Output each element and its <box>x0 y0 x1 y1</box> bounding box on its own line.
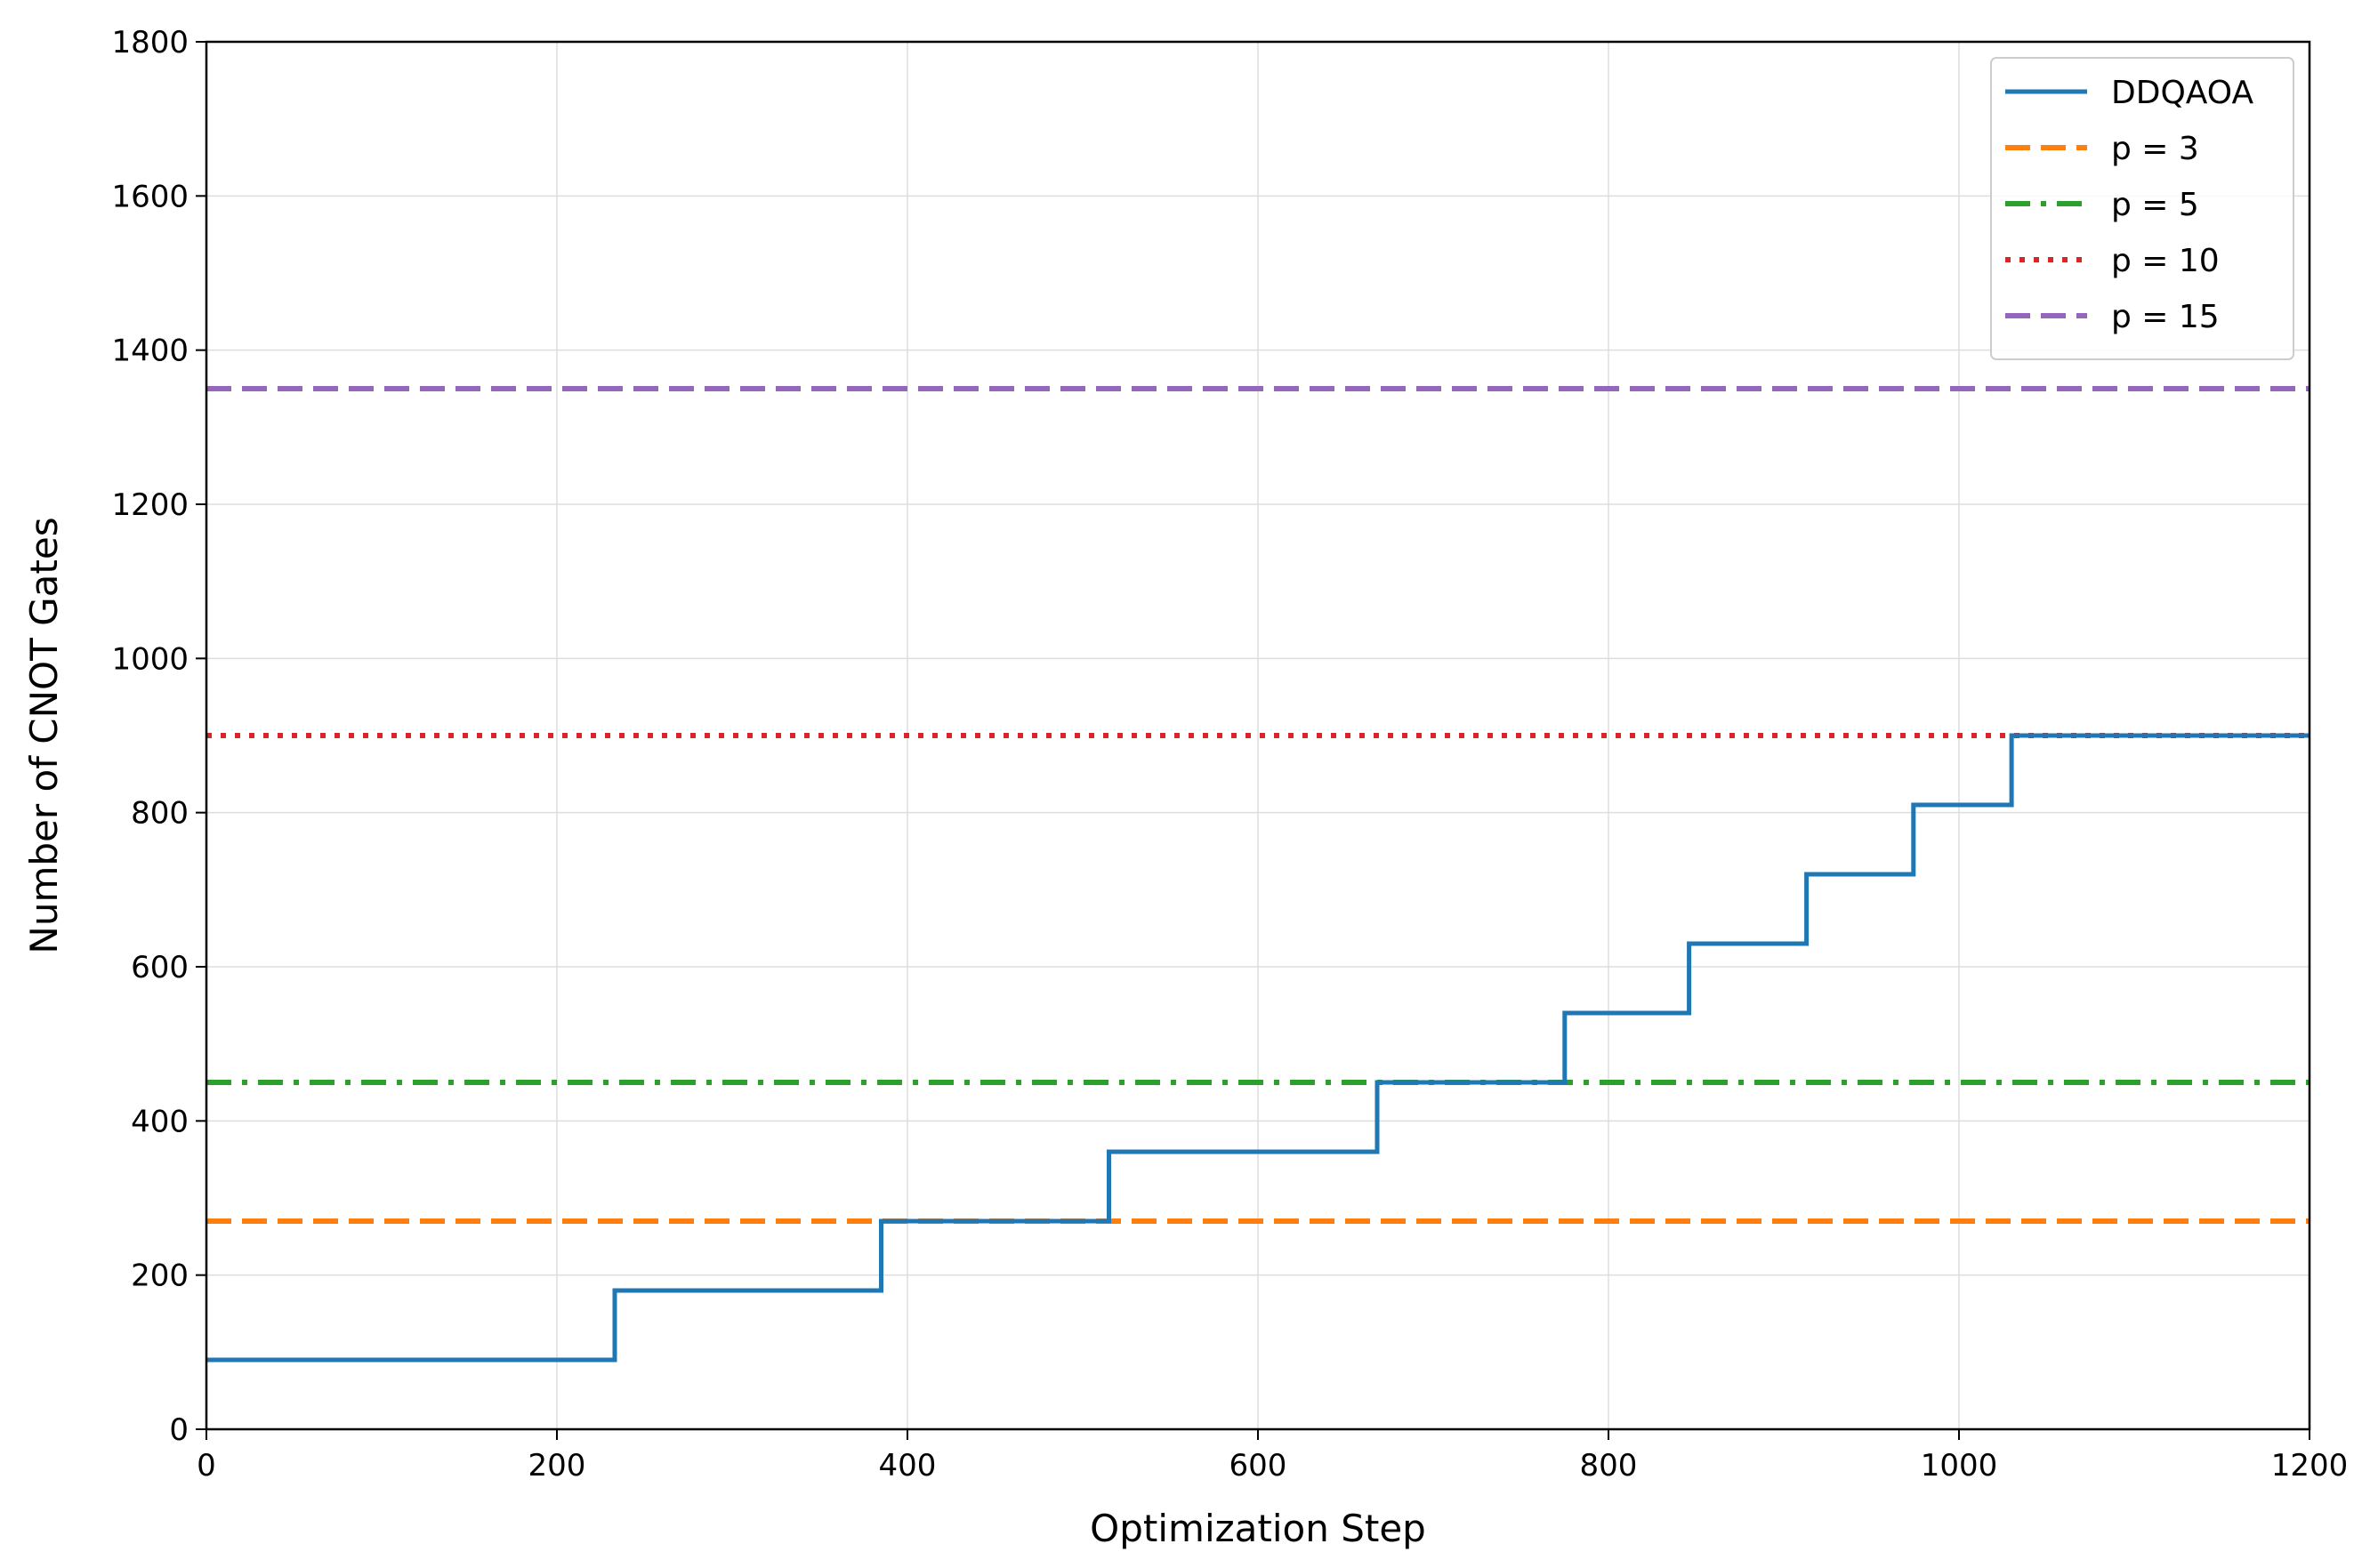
x-tick-label: 1200 <box>2271 1448 2349 1484</box>
x-tick-label: 800 <box>1580 1448 1638 1484</box>
y-tick-label: 400 <box>131 1104 189 1139</box>
x-tick-label: 200 <box>528 1448 586 1484</box>
x-tick-label: 0 <box>197 1448 216 1484</box>
legend: DDQAOA p = 3 p = 5 p = 10 p = 15 <box>1990 57 2294 360</box>
x-axis-label: Optimization Step <box>1090 1507 1426 1550</box>
legend-label: p = 15 <box>2111 299 2220 335</box>
y-axis-label: Number of CNOT Gates <box>22 517 66 953</box>
y-axis: 0 200 400 600 800 1000 1200 1400 1600 1800 <box>111 25 206 1448</box>
x-axis: 0 200 400 600 800 1000 1200 <box>197 1429 2348 1484</box>
y-tick-label: 0 <box>169 1412 189 1448</box>
y-tick-label: 1200 <box>111 487 189 523</box>
y-tick-label: 600 <box>131 950 189 985</box>
y-tick-label: 1600 <box>111 179 189 214</box>
y-tick-label: 800 <box>131 796 189 832</box>
x-tick-label: 400 <box>879 1448 937 1484</box>
legend-label: p = 5 <box>2111 187 2199 223</box>
plot-area <box>206 386 2310 1363</box>
y-tick-label: 1400 <box>111 334 189 369</box>
legend-label: p = 10 <box>2111 243 2220 279</box>
series-line-ddqaoa <box>206 733 2310 1363</box>
y-tick-label: 200 <box>131 1258 189 1294</box>
x-tick-label: 1000 <box>1921 1448 1998 1484</box>
y-tick-label: 1800 <box>111 25 189 60</box>
legend-label: p = 3 <box>2111 131 2199 167</box>
legend-label: DDQAOA <box>2111 75 2253 111</box>
x-tick-label: 600 <box>1229 1448 1287 1484</box>
y-tick-label: 1000 <box>111 641 189 677</box>
legend-box <box>1990 57 2294 360</box>
